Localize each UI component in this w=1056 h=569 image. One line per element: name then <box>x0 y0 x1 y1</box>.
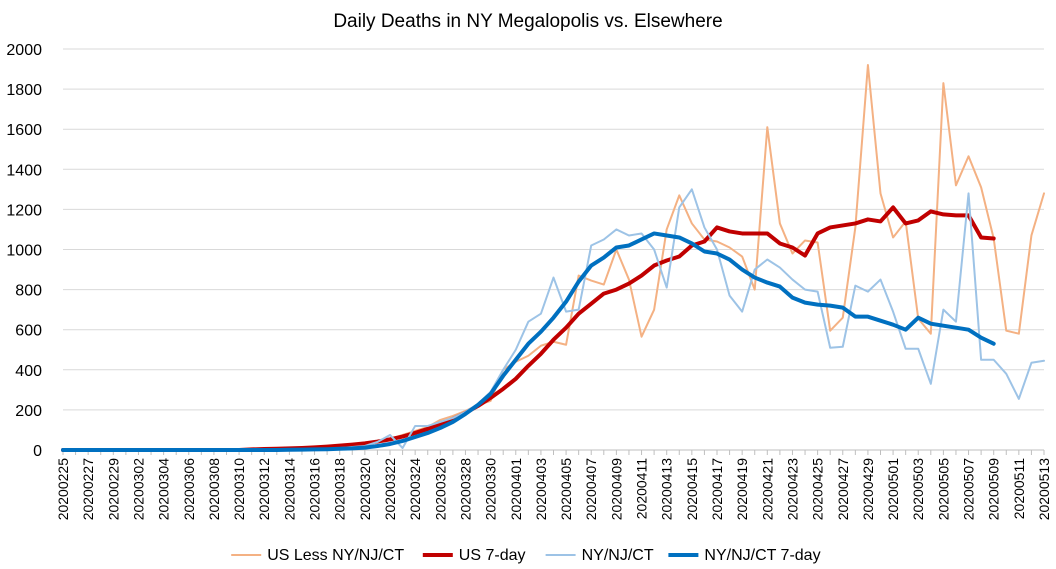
x-tick-label: 20200513 <box>1036 458 1052 521</box>
x-tick-label: 20200403 <box>533 458 549 521</box>
series-line-3 <box>61 231 996 452</box>
legend-label-3: NY/NJ/CT 7-day <box>704 547 820 564</box>
x-tick-label: 20200328 <box>457 458 473 521</box>
x-tick-label: 20200304 <box>156 458 172 521</box>
x-tick-label: 20200324 <box>407 458 423 521</box>
x-tick-label: 20200312 <box>256 458 272 521</box>
x-tick-label: 20200429 <box>860 458 876 521</box>
x-tick-label: 20200421 <box>759 458 775 521</box>
x-tick-label: 20200405 <box>558 458 574 521</box>
x-tick-label: 20200225 <box>55 458 71 521</box>
x-tick-label: 20200425 <box>810 458 826 521</box>
x-tick-label: 20200227 <box>80 458 96 521</box>
x-tick-label: 20200401 <box>508 458 524 521</box>
legend: US Less NY/NJ/CT US 7-day NY/NJ/CT NY/NJ/CT… <box>231 547 821 564</box>
x-tick-label: 20200427 <box>835 458 851 521</box>
x-tick-label: 20200314 <box>281 458 297 521</box>
x-tick-label: 20200308 <box>206 458 222 521</box>
x-tick-label: 20200316 <box>307 458 323 521</box>
x-tick-label: 20200322 <box>382 458 398 521</box>
y-tick-label: 2000 <box>6 42 42 59</box>
legend-label-1: US 7-day <box>459 547 526 564</box>
y-tick-label: 200 <box>15 403 42 420</box>
x-tick-label: 20200310 <box>231 458 247 521</box>
x-tick-label: 20200302 <box>130 458 146 521</box>
chart-title: Daily Deaths in NY Megalopolis vs. Elsew… <box>333 11 722 32</box>
series-lines <box>61 64 1045 452</box>
x-tick-label: 20200419 <box>734 458 750 521</box>
x-tick-label: 20200407 <box>583 458 599 521</box>
x-tick-label: 20200507 <box>961 458 977 521</box>
x-tick-label: 20200501 <box>885 458 901 521</box>
x-tick-label: 20200511 <box>1011 458 1027 519</box>
x-tick-label: 20200509 <box>986 458 1002 521</box>
y-tick-label: 400 <box>15 363 42 380</box>
series-line-0 <box>62 64 1045 451</box>
legend-label-2: NY/NJ/CT <box>582 547 654 564</box>
y-tick-label: 1000 <box>6 243 42 260</box>
x-tick-label: 20200409 <box>608 458 624 521</box>
y-tick-label: 600 <box>15 323 42 340</box>
series-line-1 <box>61 205 996 452</box>
gridlines <box>63 48 1044 411</box>
x-tick-label: 20200423 <box>784 458 800 521</box>
x-tick-label: 20200413 <box>659 458 675 521</box>
legend-label-0: US Less NY/NJ/CT <box>267 547 404 564</box>
axes: 0 200 400 600 800 1000 1200 1400 1600 1800 2000 202… <box>6 42 1052 520</box>
y-tick-label: 800 <box>15 283 42 300</box>
y-tick-label: 1400 <box>6 162 42 179</box>
y-tick-label: 1800 <box>6 82 42 99</box>
x-tick-label: 20200415 <box>684 458 700 521</box>
x-tick-label: 20200503 <box>910 458 926 521</box>
x-tick-label: 20200417 <box>709 458 725 521</box>
x-tick-label: 20200411 <box>634 458 650 519</box>
y-tick-label: 1200 <box>6 202 42 219</box>
x-tick-label: 20200505 <box>935 458 951 521</box>
x-tick-label: 20200330 <box>483 458 499 521</box>
y-tick-label: 0 <box>33 443 42 460</box>
x-tick-label: 20200320 <box>357 458 373 521</box>
x-tick-label: 20200326 <box>432 458 448 521</box>
x-tick-label: 20200306 <box>181 458 197 521</box>
x-tick-label: 20200229 <box>105 458 121 521</box>
x-tick-label: 20200318 <box>332 458 348 521</box>
y-tick-label: 1600 <box>6 122 42 139</box>
